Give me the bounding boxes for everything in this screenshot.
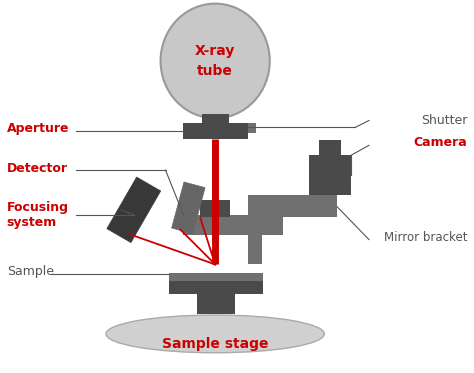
Text: Camera: Camera <box>413 136 467 149</box>
Bar <box>183 123 248 140</box>
Bar <box>248 123 256 134</box>
Text: Sample: Sample <box>7 265 54 278</box>
Text: tube: tube <box>197 64 233 78</box>
Ellipse shape <box>161 4 270 118</box>
Text: Sample stage: Sample stage <box>162 337 268 351</box>
Text: Focusing: Focusing <box>7 201 69 214</box>
Text: Shutter: Shutter <box>421 114 467 127</box>
Polygon shape <box>172 182 205 233</box>
Text: Mirror bracket: Mirror bracket <box>384 231 467 244</box>
Bar <box>310 155 351 195</box>
Bar <box>248 215 262 264</box>
Bar <box>201 200 230 217</box>
Text: X-ray: X-ray <box>195 44 236 58</box>
Text: Detector: Detector <box>7 162 68 175</box>
Bar <box>183 215 283 235</box>
Bar <box>169 273 263 281</box>
Bar <box>319 140 341 157</box>
Bar <box>248 195 337 217</box>
Ellipse shape <box>106 315 324 353</box>
Bar <box>169 279 263 294</box>
Bar <box>202 113 229 123</box>
Text: system: system <box>7 216 57 229</box>
Polygon shape <box>107 177 161 242</box>
Text: Aperture: Aperture <box>7 122 69 135</box>
Bar <box>197 294 235 314</box>
